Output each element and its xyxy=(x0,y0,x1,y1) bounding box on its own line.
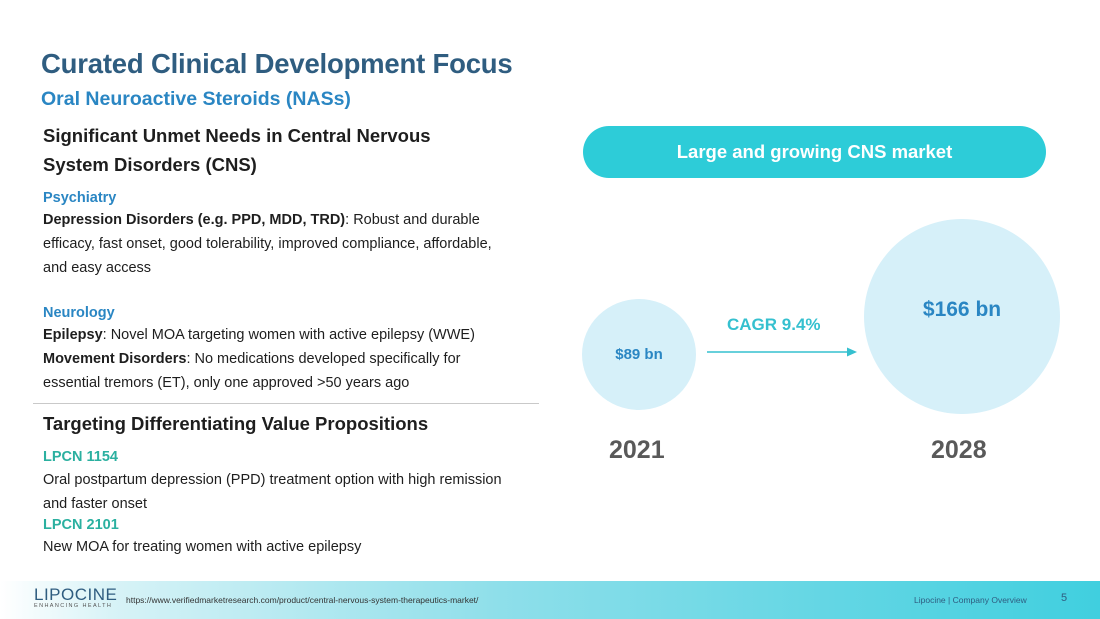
page-number: 5 xyxy=(1061,592,1068,604)
psychiatry-paragraph: Depression Disorders (e.g. PPD, MDD, TRD… xyxy=(43,208,553,280)
market-bubble-2028: $166 bn xyxy=(864,219,1060,414)
product-desc-lpcn2101: New MOA for treating women with active e… xyxy=(43,535,553,559)
depression-term: Depression Disorders (e.g. PPD, MDD, TRD… xyxy=(43,212,346,228)
unmet-needs-heading-line2: System Disorders (CNS) xyxy=(43,154,257,175)
epilepsy-text: : Novel MOA targeting women with active … xyxy=(102,327,475,343)
logo-wordmark: LIPOCINE xyxy=(34,585,118,604)
psychiatry-line1-text: : Robust and durable xyxy=(345,212,480,228)
neurology-paragraph: Epilepsy: Novel MOA targeting women with… xyxy=(43,323,553,395)
psychiatry-label: Psychiatry xyxy=(43,190,117,206)
epilepsy-line: Epilepsy: Novel MOA targeting women with… xyxy=(43,323,553,347)
footer-bar: LIPOCINE ENHANCING HEALTH https://www.ve… xyxy=(0,581,1100,619)
cagr-label: CAGR 9.4% xyxy=(727,315,821,334)
movement-line1: Movement Disorders: No medications devel… xyxy=(43,347,553,371)
movement-line1-text: : No medications developed specifically … xyxy=(186,351,461,367)
value-propositions-heading: Targeting Differentiating Value Proposit… xyxy=(43,413,429,434)
logo-tagline: ENHANCING HEALTH xyxy=(34,603,113,609)
market-value-2021: $89 bn xyxy=(615,346,663,363)
product-desc-lpcn1154: Oral postpartum depression (PPD) treatme… xyxy=(43,468,553,516)
product-name-lpcn2101: LPCN 2101 xyxy=(43,517,119,533)
section-divider xyxy=(33,403,539,404)
year-label-2028: 2028 xyxy=(931,436,987,464)
slide-title: Curated Clinical Development Focus xyxy=(41,48,513,79)
product-name-lpcn1154: LPCN 1154 xyxy=(43,449,118,465)
cns-market-banner: Large and growing CNS market xyxy=(583,126,1046,178)
year-label-2021: 2021 xyxy=(609,436,665,464)
unmet-needs-heading-line1: Significant Unmet Needs in Central Nervo… xyxy=(43,125,431,146)
slide-subtitle: Oral Neuroactive Steroids (NASs) xyxy=(41,88,351,110)
growth-arrow-icon xyxy=(707,347,857,357)
psychiatry-line1: Depression Disorders (e.g. PPD, MDD, TRD… xyxy=(43,208,553,232)
unmet-needs-heading: Significant Unmet Needs in Central Nervo… xyxy=(43,121,431,179)
movement-line2: essential tremors (ET), only one approve… xyxy=(43,375,410,391)
movement-term: Movement Disorders xyxy=(43,351,187,367)
epilepsy-term: Epilepsy xyxy=(43,327,103,343)
product-desc-lpcn1154-line1: Oral postpartum depression (PPD) treatme… xyxy=(43,472,502,488)
product-desc-lpcn2101-line1: New MOA for treating women with active e… xyxy=(43,539,362,555)
lipocine-logo: LIPOCINE ENHANCING HEALTH xyxy=(34,585,118,615)
neurology-label: Neurology xyxy=(43,305,115,321)
psychiatry-line2: efficacy, fast onset, good tolerability,… xyxy=(43,236,492,252)
company-overview-label: Lipocine | Company Overview xyxy=(914,595,1027,605)
market-value-2028: $166 bn xyxy=(922,297,1002,321)
source-citation: https://www.verifiedmarketresearch.com/p… xyxy=(126,595,479,605)
psychiatry-line3: and easy access xyxy=(43,260,152,276)
market-bubble-2021: $89 bn xyxy=(582,299,696,410)
product-desc-lpcn1154-line2: and faster onset xyxy=(43,496,147,512)
